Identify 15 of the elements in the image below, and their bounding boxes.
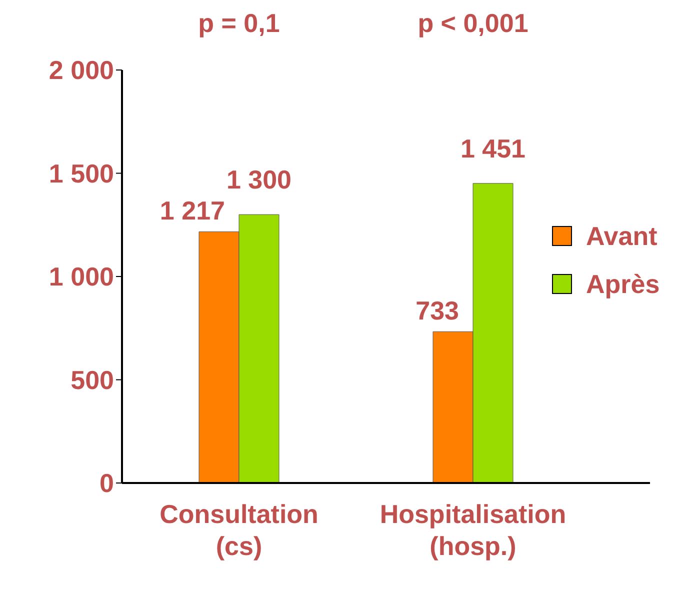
y-tick-label: 1 000 [48,262,114,292]
text: p = 0,1 [198,8,280,38]
y-tick-label: 1 500 [48,158,114,188]
x-tick-label: Hospitalisation (hosp.) [380,499,566,561]
data-label: 1 451 [460,133,526,164]
y-tick-label: 0 [100,468,114,498]
x-tick-label: Consultation (cs) [160,499,318,561]
data-label: 1 300 [226,164,292,195]
data-label: 733 [416,296,459,326]
legend-label: Après [586,268,660,300]
y-tick-label: 2 000 [48,55,114,86]
y-tick-label: 500 [70,364,114,395]
legend-label: Avant [586,220,658,252]
data-label: 1 217 [160,196,225,226]
text: p < 0,001 [418,8,528,38]
